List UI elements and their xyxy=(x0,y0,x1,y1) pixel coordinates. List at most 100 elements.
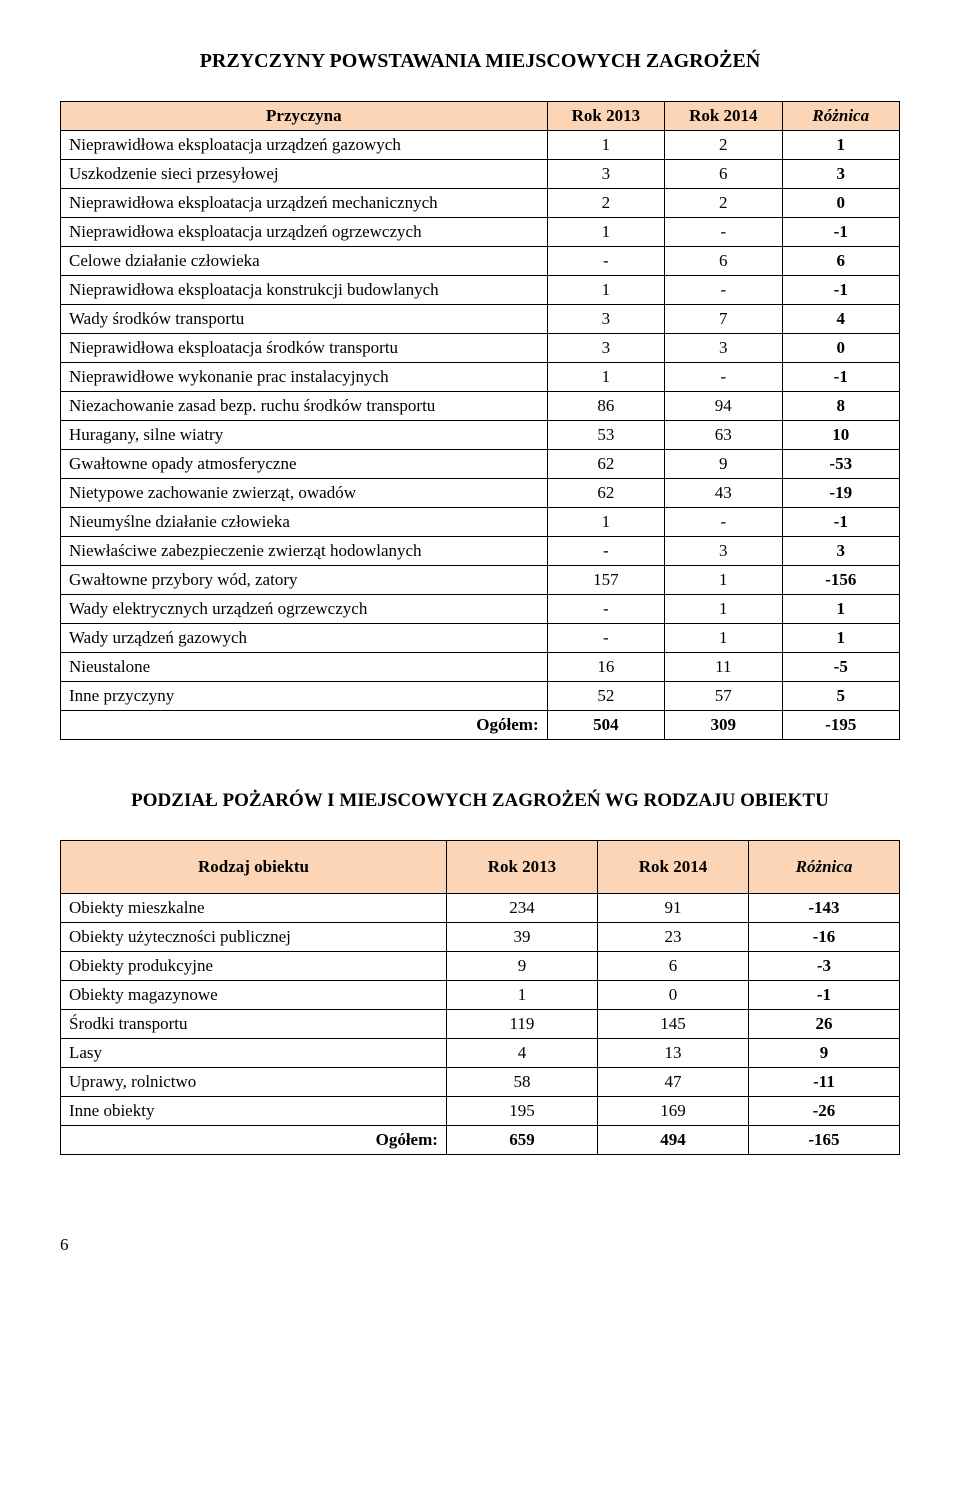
table2-row: Obiekty mieszkalne23491-143 xyxy=(61,894,900,923)
table1-cell-v2: 57 xyxy=(665,682,782,711)
table1-row: Nieustalone1611-5 xyxy=(61,653,900,682)
table2-cell-v2: 0 xyxy=(597,981,748,1010)
table2-row: Obiekty magazynowe10-1 xyxy=(61,981,900,1010)
table1-cell-v2: 2 xyxy=(665,131,782,160)
table1-total-v2: 309 xyxy=(665,711,782,740)
table1-cell-diff: 8 xyxy=(782,392,899,421)
table1-cell-desc: Huragany, silne wiatry xyxy=(61,421,548,450)
table1-row: Celowe działanie człowieka-66 xyxy=(61,247,900,276)
table1-header-row: Przyczyna Rok 2013 Rok 2014 Różnica xyxy=(61,102,900,131)
table1-cell-v1: 52 xyxy=(547,682,664,711)
table1-cell-v2: 43 xyxy=(665,479,782,508)
table1-cell-v1: - xyxy=(547,595,664,624)
table1-cell-v1: 62 xyxy=(547,479,664,508)
table1-cell-desc: Wady urządzeń gazowych xyxy=(61,624,548,653)
table2-row: Obiekty użyteczności publicznej3923-16 xyxy=(61,923,900,952)
table2-cell-desc: Inne obiekty xyxy=(61,1097,447,1126)
table2-header-desc: Rodzaj obiektu xyxy=(61,841,447,894)
table2-row: Obiekty produkcyjne96-3 xyxy=(61,952,900,981)
table1-cell-v2: 3 xyxy=(665,334,782,363)
table1-cell-desc: Nieprawidłowa eksploatacja urządzeń ogrz… xyxy=(61,218,548,247)
table1-cell-v2: 1 xyxy=(665,566,782,595)
table1-cell-diff: -5 xyxy=(782,653,899,682)
page-number: 6 xyxy=(60,1235,900,1255)
table1-row: Niewłaściwe zabezpieczenie zwierząt hodo… xyxy=(61,537,900,566)
table2-cell-v2: 169 xyxy=(597,1097,748,1126)
table1-cell-desc: Nieprawidłowe wykonanie prac instalacyjn… xyxy=(61,363,548,392)
table1-row: Nieprawidłowe wykonanie prac instalacyjn… xyxy=(61,363,900,392)
table1-header-v1: Rok 2013 xyxy=(547,102,664,131)
table1-cell-diff: 4 xyxy=(782,305,899,334)
table1-header-v2: Rok 2014 xyxy=(665,102,782,131)
table1-cell-v1: 1 xyxy=(547,363,664,392)
table1-row: Gwałtowne opady atmosferyczne629-53 xyxy=(61,450,900,479)
table1-cell-diff: 6 xyxy=(782,247,899,276)
table1-total-row: Ogółem:504309-195 xyxy=(61,711,900,740)
table1-row: Huragany, silne wiatry536310 xyxy=(61,421,900,450)
table1-total-v1: 504 xyxy=(547,711,664,740)
table2-cell-v1: 119 xyxy=(446,1010,597,1039)
table1-cell-v2: 1 xyxy=(665,595,782,624)
table1-cell-v1: - xyxy=(547,247,664,276)
table1-cell-diff: -19 xyxy=(782,479,899,508)
table1-cell-v2: 9 xyxy=(665,450,782,479)
table1-cell-v1: 62 xyxy=(547,450,664,479)
table1-cell-desc: Nieprawidłowa eksploatacja urządzeń gazo… xyxy=(61,131,548,160)
table1-cell-diff: -53 xyxy=(782,450,899,479)
table2-row: Lasy4139 xyxy=(61,1039,900,1068)
table1-cell-v2: - xyxy=(665,218,782,247)
table1-cell-v2: 94 xyxy=(665,392,782,421)
table1-cell-v2: 6 xyxy=(665,247,782,276)
table1-cell-v1: 1 xyxy=(547,131,664,160)
table1-cell-v1: 1 xyxy=(547,508,664,537)
table1-cell-desc: Nietypowe zachowanie zwierząt, owadów xyxy=(61,479,548,508)
table1-row: Nieprawidłowa eksploatacja środków trans… xyxy=(61,334,900,363)
table1-cell-v2: 2 xyxy=(665,189,782,218)
table1-row: Nietypowe zachowanie zwierząt, owadów624… xyxy=(61,479,900,508)
table1-cell-diff: 1 xyxy=(782,624,899,653)
table1-cell-v2: - xyxy=(665,508,782,537)
table1-cell-desc: Nieumyślne działanie człowieka xyxy=(61,508,548,537)
table1-cell-desc: Gwałtowne opady atmosferyczne xyxy=(61,450,548,479)
table2-cell-desc: Środki transportu xyxy=(61,1010,447,1039)
table2-total-diff: -165 xyxy=(748,1126,899,1155)
table2-title: PODZIAŁ POŻARÓW I MIEJSCOWYCH ZAGROŻEŃ W… xyxy=(60,790,900,812)
table1-cell-diff: 1 xyxy=(782,595,899,624)
table2-cell-v1: 234 xyxy=(446,894,597,923)
table2-cell-v1: 58 xyxy=(446,1068,597,1097)
table1-cell-v1: 86 xyxy=(547,392,664,421)
table2-cell-v1: 195 xyxy=(446,1097,597,1126)
table1-row: Nieprawidłowa eksploatacja konstrukcji b… xyxy=(61,276,900,305)
table1-row: Nieprawidłowa eksploatacja urządzeń mech… xyxy=(61,189,900,218)
table1-cell-desc: Inne przyczyny xyxy=(61,682,548,711)
table2-cell-diff: -143 xyxy=(748,894,899,923)
table2-cell-v1: 1 xyxy=(446,981,597,1010)
table2-cell-diff: -11 xyxy=(748,1068,899,1097)
table1: Przyczyna Rok 2013 Rok 2014 Różnica Niep… xyxy=(60,101,900,740)
table1-cell-desc: Wady środków transportu xyxy=(61,305,548,334)
table1-cell-v2: - xyxy=(665,363,782,392)
table1-row: Nieprawidłowa eksploatacja urządzeń gazo… xyxy=(61,131,900,160)
table1-cell-v2: 1 xyxy=(665,624,782,653)
table2-row: Uprawy, rolnictwo5847-11 xyxy=(61,1068,900,1097)
table1-row: Nieumyślne działanie człowieka1--1 xyxy=(61,508,900,537)
table1-cell-v1: - xyxy=(547,537,664,566)
table1-row: Uszkodzenie sieci przesyłowej363 xyxy=(61,160,900,189)
table1-cell-diff: -1 xyxy=(782,363,899,392)
table1-cell-v1: 16 xyxy=(547,653,664,682)
table2-cell-v2: 47 xyxy=(597,1068,748,1097)
table2-total-v1: 659 xyxy=(446,1126,597,1155)
table1-cell-v1: 3 xyxy=(547,160,664,189)
table1-cell-diff: -1 xyxy=(782,276,899,305)
table1-cell-v1: 2 xyxy=(547,189,664,218)
table1-cell-diff: 5 xyxy=(782,682,899,711)
table1-cell-v1: 1 xyxy=(547,276,664,305)
table2-cell-desc: Uprawy, rolnictwo xyxy=(61,1068,447,1097)
table1-row: Inne przyczyny52575 xyxy=(61,682,900,711)
table1-header-desc: Przyczyna xyxy=(61,102,548,131)
table1-cell-v1: 3 xyxy=(547,334,664,363)
table1-row: Wady środków transportu374 xyxy=(61,305,900,334)
table1-cell-desc: Nieprawidłowa eksploatacja środków trans… xyxy=(61,334,548,363)
table1-total-diff: -195 xyxy=(782,711,899,740)
table2-cell-diff: 9 xyxy=(748,1039,899,1068)
